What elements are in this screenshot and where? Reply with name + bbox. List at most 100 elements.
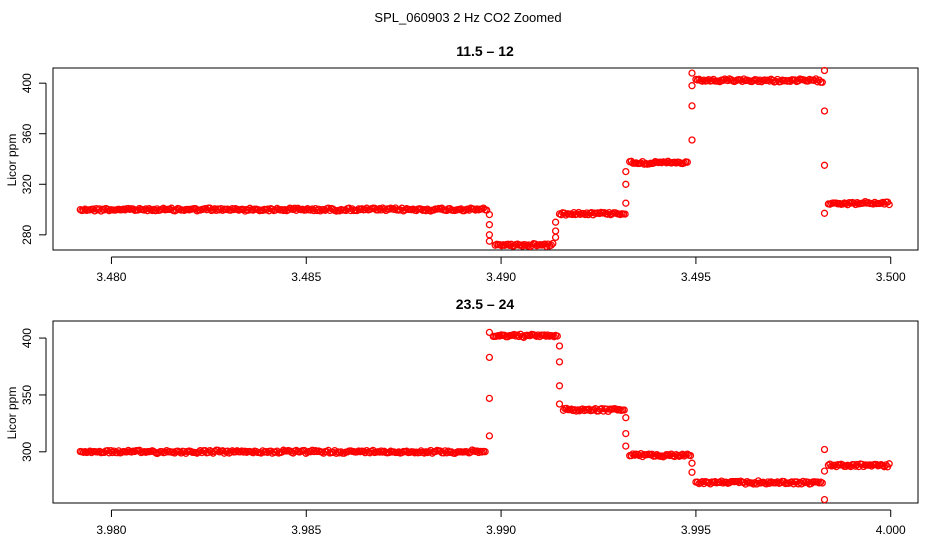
data-point [568, 210, 576, 219]
data-point [227, 448, 235, 456]
data-point [622, 167, 630, 176]
data-point [693, 478, 702, 486]
data-point [359, 447, 368, 456]
data-point [879, 198, 887, 207]
data-point [214, 446, 222, 454]
data-point [551, 227, 560, 235]
data-point [717, 477, 726, 485]
data-point [547, 241, 555, 249]
panel-title-bottom: 23.5 – 24 [456, 296, 515, 312]
data-point [375, 205, 384, 213]
y-tick-label: 400 [20, 328, 34, 348]
scatter-points-top [76, 66, 893, 251]
y-axis-label-bottom: Licor ppm [5, 387, 19, 440]
data-point [207, 448, 216, 456]
x-tick-label: 3.990 [486, 523, 516, 537]
data-point [562, 404, 571, 413]
data-point [420, 449, 428, 457]
x-tick-label: 3.995 [681, 523, 711, 537]
data-point [553, 332, 561, 340]
data-point [688, 69, 696, 77]
data-point [688, 102, 696, 110]
data-point [318, 448, 326, 456]
data-point [622, 442, 630, 450]
data-point [683, 158, 691, 166]
data-point [820, 161, 829, 169]
y-tick-label: 360 [20, 123, 34, 143]
panel-title-top: 11.5 – 12 [456, 43, 514, 59]
data-point [882, 461, 890, 469]
data-point [544, 331, 552, 339]
data-point [485, 237, 494, 245]
data-point [788, 478, 796, 486]
data-point [820, 495, 829, 504]
data-point [551, 218, 560, 226]
data-point [818, 479, 826, 487]
y-axis-label-top: Licor ppm [5, 134, 19, 187]
data-point [513, 331, 521, 339]
data-point [575, 208, 583, 217]
data-point [284, 206, 292, 214]
data-point [555, 358, 564, 366]
y-tick-label: 400 [20, 73, 34, 93]
data-point [485, 221, 494, 229]
scatter-points-bottom [76, 328, 893, 504]
data-point [743, 477, 751, 486]
x-tick-label: 3.485 [291, 270, 321, 284]
y-axis-top: 280 320 360 400 [20, 73, 47, 245]
x-axis-top: 3.480 3.485 3.490 3.495 3.500 [96, 256, 906, 284]
data-point [622, 180, 630, 188]
data-point [550, 333, 558, 341]
data-point [688, 468, 696, 476]
data-point [620, 406, 628, 414]
data-point [485, 432, 494, 440]
data-point [151, 207, 160, 215]
data-point [820, 107, 829, 115]
data-point [263, 205, 272, 213]
figure-title: SPL_060903 2 Hz CO2 Zoomed [374, 10, 561, 25]
data-point [485, 353, 494, 362]
data-point [108, 448, 116, 457]
data-point [544, 240, 552, 248]
x-tick-label: 4.000 [876, 523, 906, 537]
data-point [555, 342, 564, 350]
data-point [555, 400, 564, 408]
data-point [735, 478, 743, 487]
data-point [820, 209, 829, 217]
data-point [603, 210, 612, 218]
data-point [485, 394, 494, 403]
data-point [629, 450, 637, 458]
data-point [686, 451, 695, 460]
x-tick-label: 3.480 [96, 270, 126, 284]
y-axis-bottom: 300 350 400 [20, 328, 47, 462]
y-tick-label: 300 [20, 441, 34, 461]
data-point [622, 414, 630, 422]
y-tick-label: 280 [20, 225, 34, 245]
data-point [581, 210, 589, 219]
data-point [278, 448, 286, 456]
data-point [485, 210, 494, 219]
data-point [740, 75, 748, 83]
data-point [572, 407, 580, 415]
data-point [621, 210, 629, 218]
chart-panel-bottom: 23.5 – 24 Licor ppm 3.980 3.985 3.990 3.995… [5, 296, 919, 537]
data-point [661, 452, 669, 460]
plot-frame-bottom [52, 320, 919, 504]
data-point [555, 382, 564, 390]
plot-frame-top [52, 67, 919, 251]
data-point [820, 445, 829, 454]
data-point [688, 459, 696, 467]
data-point [885, 460, 893, 468]
data-point [813, 78, 822, 86]
chart-panel-top: 11.5 – 12 Licor ppm 3.480 3.485 3.490 3.495… [5, 43, 919, 284]
data-point [885, 200, 893, 209]
data-point [688, 82, 696, 90]
x-axis-bottom: 3.980 3.985 3.990 3.995 4.000 [96, 509, 906, 537]
data-point [622, 199, 630, 207]
x-tick-label: 3.980 [96, 523, 126, 537]
data-point [754, 77, 762, 86]
data-point [163, 446, 171, 455]
data-point [142, 205, 150, 213]
data-point [820, 467, 829, 475]
